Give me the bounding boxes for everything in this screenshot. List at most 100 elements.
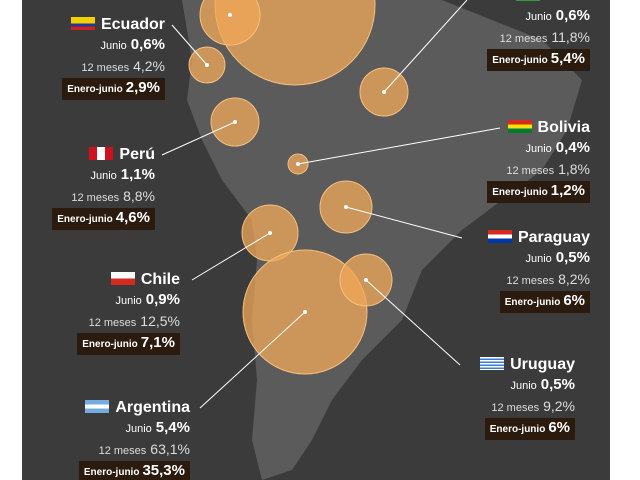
bubble <box>199 0 261 46</box>
annual-label: 12 meses <box>98 445 147 457</box>
ytd-box: Enero-junio 5,4% <box>487 49 590 71</box>
ytd-value: 6% <box>548 419 570 436</box>
ytd-value: 5,4% <box>550 50 585 67</box>
country-label: Uruguay <box>510 356 575 373</box>
ytd-row: Enero-junio 7,1% <box>77 333 180 355</box>
ytd-value: 6% <box>563 292 585 309</box>
june-label: Junio <box>100 40 127 52</box>
flag <box>487 230 512 243</box>
country-name: Perú <box>52 145 155 165</box>
annual-value: 63,1% <box>150 441 190 457</box>
ytd-value: 7,1% <box>140 334 175 351</box>
country-name: Brasil <box>487 0 590 6</box>
annual-value: 8,2% <box>558 271 590 287</box>
june-label: Junio <box>510 380 537 392</box>
country-label: Ecuador <box>100 16 165 33</box>
country-block: Uruguay Junio 0,5% 12 meses 9,2% Enero-junio 6… <box>480 355 575 440</box>
ytd-label: Enero-junio <box>492 55 548 66</box>
ytd-row: Enero-junio 6% <box>488 291 590 313</box>
june-value: 0,9% <box>145 291 180 308</box>
annual-row: 12 meses 8,8% <box>52 186 155 208</box>
ytd-row: Enero-junio 2,9% <box>62 78 165 100</box>
country-block: Perú Junio 1,1% 12 meses 8,8% Enero-junio 4,6% <box>52 145 155 230</box>
annual-row: 12 meses 11,8% <box>487 27 590 49</box>
annual-label: 12 meses <box>491 402 540 414</box>
flag <box>507 120 532 133</box>
ytd-value: 35,3% <box>142 462 185 479</box>
country-block: Argentina Junio 5,4% 12 meses 63,1% Enero-jun… <box>78 398 191 480</box>
annual-value: 11,8% <box>551 29 590 45</box>
country-name: Chile <box>77 270 180 290</box>
june-row: Junio 5,4% <box>79 418 191 439</box>
annual-label: 12 meses <box>88 317 137 329</box>
ytd-value: 4,6% <box>115 209 150 226</box>
june-label: Junio <box>525 253 552 265</box>
ytd-box: Enero-junio 6% <box>484 418 575 440</box>
country-label: Perú <box>119 146 155 163</box>
ytd-label: Enero-junio <box>83 467 140 478</box>
ytd-value: 2,9% <box>125 79 160 96</box>
ytd-row: Enero-junio 4,6% <box>52 208 155 230</box>
june-value: 0,4% <box>555 139 590 156</box>
june-row: Junio 0,6% <box>487 6 591 27</box>
annual-value: 1,8% <box>558 161 590 177</box>
ytd-box: Enero-junio 4,6% <box>52 208 155 230</box>
annual-value: 8,8% <box>123 188 155 204</box>
june-value: 0,5% <box>555 249 590 266</box>
flag <box>515 0 540 1</box>
annual-label: 12 meses <box>506 275 555 287</box>
country-name: Paraguay <box>487 228 590 248</box>
country-label: Argentina <box>115 399 190 416</box>
annual-row: 12 meses 8,2% <box>488 269 590 291</box>
country-block: Chile Junio 0,9% 12 meses 12,5% Enero-junio 7,… <box>77 270 180 355</box>
country-name: Ecuador <box>62 15 165 35</box>
ytd-row: Enero-junio 1,2% <box>487 181 590 203</box>
june-label: Junio <box>125 423 152 435</box>
ytd-row: Enero-junio 6% <box>480 418 575 440</box>
flag <box>85 400 110 413</box>
flag <box>89 147 114 160</box>
country-block: BrasilJunio0,6%12 meses11,8%Enero-junio5… <box>487 0 590 71</box>
country-name: Argentina <box>79 398 190 418</box>
ytd-box: Enero-junio 35,3% <box>78 461 190 480</box>
ytd-row: Enero-junio 5,4% <box>487 49 590 71</box>
annual-row: 12 meses 9,2% <box>480 396 575 418</box>
country-name: Bolivia <box>487 118 590 138</box>
annual-label: 12 meses <box>81 62 130 74</box>
ytd-label: Enero-junio <box>57 214 113 225</box>
country-block: Ecuador Junio 0,6% 12 meses 4,2% Enero-junio 2… <box>62 15 165 100</box>
june-label: Junio <box>525 143 552 155</box>
annual-label: 12 meses <box>71 192 120 204</box>
june-row: Junio 0,9% <box>77 290 181 311</box>
june-row: Junio 0,4% <box>487 138 591 159</box>
june-value: 5,4% <box>155 419 190 436</box>
ytd-box: Enero-junio 6% <box>499 291 590 313</box>
flag <box>110 272 135 285</box>
ytd-box: Enero-junio 2,9% <box>62 78 165 100</box>
ytd-box: Enero-junio 7,1% <box>77 333 180 355</box>
june-label: Junio <box>525 11 552 23</box>
country-label: Brasil <box>546 0 590 4</box>
ytd-value: 1,2% <box>550 182 585 199</box>
country-label: Paraguay <box>517 229 590 246</box>
annual-row: 12 meses 1,8% <box>487 159 590 181</box>
ytd-label: Enero-junio <box>82 339 138 350</box>
june-value: 0,6% <box>555 7 590 24</box>
june-row: Junio 0,6% <box>62 35 166 56</box>
ytd-box: Enero-junio 1,2% <box>487 181 590 203</box>
june-label: Junio <box>90 170 117 182</box>
ytd-label: Enero-junio <box>504 297 561 308</box>
june-value: 1,1% <box>120 166 155 183</box>
ytd-label: Enero-junio <box>492 187 548 198</box>
country-label: Bolivia <box>537 119 590 136</box>
connectors <box>161 0 501 409</box>
country-label: Chile <box>140 271 180 288</box>
country-name: Uruguay <box>480 355 575 375</box>
june-value: 0,5% <box>540 376 575 393</box>
annual-value: 4,2% <box>133 58 165 74</box>
june-value: 0,6% <box>130 36 165 53</box>
june-row: Junio 1,1% <box>52 165 156 186</box>
june-label: Junio <box>115 295 142 307</box>
annual-row: 12 meses 63,1% <box>79 439 190 461</box>
